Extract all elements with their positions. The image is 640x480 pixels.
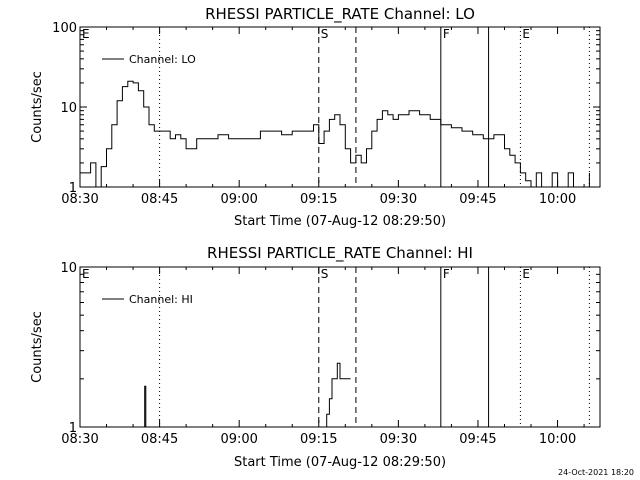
x-tick-label: 08:30 bbox=[61, 432, 98, 447]
x-axis-label: Start Time (07-Aug-12 08:29:50) bbox=[234, 214, 446, 229]
series-line bbox=[80, 80, 590, 187]
panel-hi: RHESSI PARTICLE_RATE Channel: HI 08:30 08:… bbox=[30, 244, 601, 470]
x-tick-label: 09:15 bbox=[300, 432, 337, 447]
event-flag-label: S bbox=[321, 27, 329, 41]
x-tick-label: 10:00 bbox=[539, 192, 576, 207]
x-tick-label: 09:45 bbox=[459, 192, 496, 207]
x-tick-label: 09:15 bbox=[300, 192, 337, 207]
y-tick-label: 100 bbox=[52, 21, 77, 36]
y-tick-label: 1 bbox=[69, 181, 77, 196]
x-tick-label: 09:00 bbox=[220, 432, 257, 447]
x-tick-label: 08:45 bbox=[141, 192, 178, 207]
x-tick-label: 09:00 bbox=[220, 192, 257, 207]
chart-title: RHESSI PARTICLE_RATE Channel: LO bbox=[205, 5, 475, 24]
event-flag-label: F bbox=[443, 267, 450, 281]
event-flag-label: S bbox=[321, 267, 329, 281]
legend-entry: Channel: LO bbox=[129, 53, 196, 66]
panel-lo: RHESSI PARTICLE_RATE Channel: LO 08:30 08:… bbox=[30, 5, 601, 229]
y-tick-label: 1 bbox=[69, 421, 77, 436]
x-tick-label: 09:45 bbox=[459, 432, 496, 447]
legend-entry: Channel: HI bbox=[129, 293, 193, 306]
x-tick-label: 10:00 bbox=[539, 432, 576, 447]
y-tick-label: 10 bbox=[60, 101, 77, 116]
event-flag-label: E bbox=[82, 267, 90, 281]
plot-frame bbox=[79, 266, 601, 428]
event-flag-label: E bbox=[522, 27, 530, 41]
x-tick-label: 09:30 bbox=[380, 192, 417, 207]
plot-frame bbox=[79, 26, 601, 188]
event-flag-label: E bbox=[522, 267, 530, 281]
chart-title: RHESSI PARTICLE_RATE Channel: HI bbox=[207, 244, 473, 263]
event-flag-label: F bbox=[443, 27, 450, 41]
y-tick-label: 10 bbox=[60, 261, 77, 276]
x-tick-label: 08:30 bbox=[61, 192, 98, 207]
series-line bbox=[143, 362, 351, 427]
x-tick-label: 08:45 bbox=[141, 432, 178, 447]
y-axis-label: Counts/sec bbox=[30, 71, 45, 143]
timestamp-label: 24-Oct-2021 18:20 bbox=[558, 468, 634, 477]
x-axis-label: Start Time (07-Aug-12 08:29:50) bbox=[234, 455, 446, 470]
y-axis-label: Counts/sec bbox=[30, 311, 45, 383]
x-tick-label: 09:30 bbox=[380, 432, 417, 447]
event-flag-label: E bbox=[82, 27, 90, 41]
